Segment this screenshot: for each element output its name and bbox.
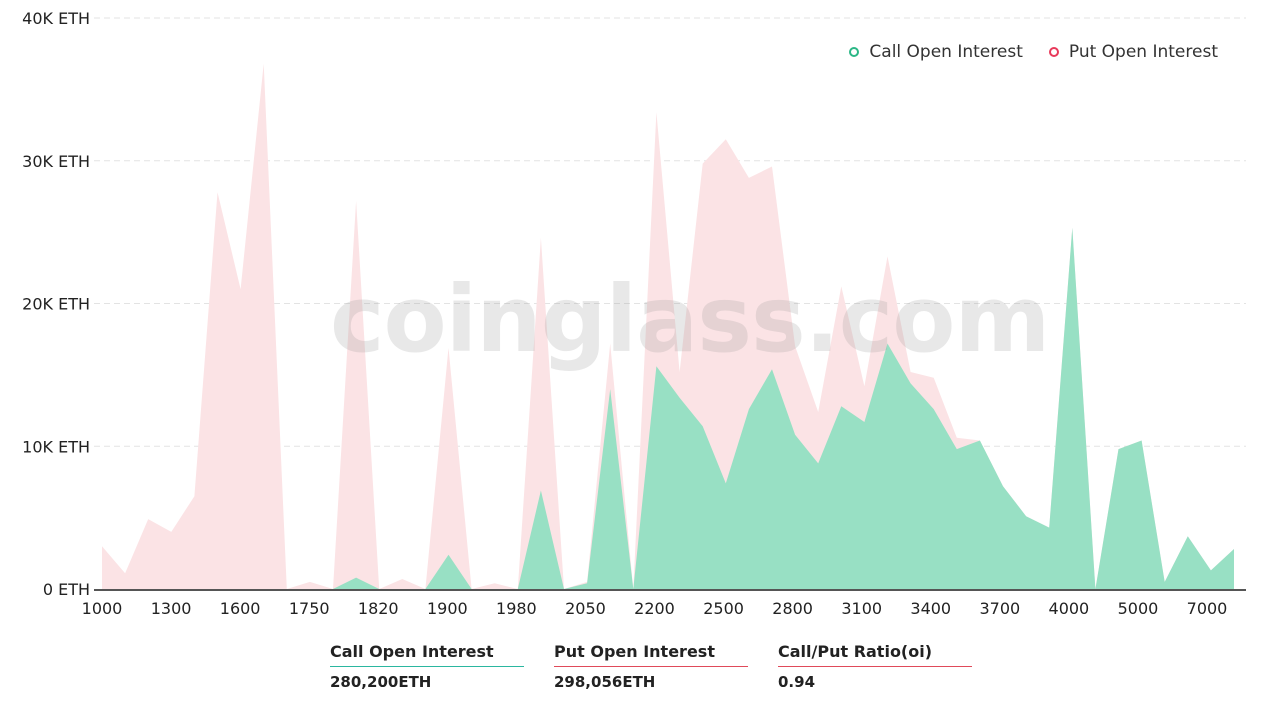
put-legend-dot-icon: [1048, 47, 1059, 57]
legend-item-put[interactable]: Put Open Interest: [1048, 42, 1218, 62]
legend: Call Open Interest Put Open Interest: [849, 42, 1218, 62]
x-tick-label: 4000: [1049, 599, 1090, 618]
legend-call-label: Call Open Interest: [869, 42, 1023, 62]
y-tick-label: 20K ETH: [22, 295, 90, 314]
x-tick-label: 3400: [910, 599, 951, 618]
stat-ratio: Call/Put Ratio(oi) 0.94: [778, 642, 972, 691]
x-tick-label: 2050: [565, 599, 606, 618]
y-tick-label: 40K ETH: [22, 9, 90, 28]
x-tick-label: 5000: [1118, 599, 1159, 618]
x-tick-label: 1750: [289, 599, 330, 618]
x-tick-label: 1000: [82, 599, 123, 618]
x-tick-label: 1600: [220, 599, 261, 618]
stat-ratio-label: Call/Put Ratio(oi): [778, 642, 972, 667]
x-tick-label: 3100: [841, 599, 882, 618]
x-tick-label: 1820: [358, 599, 399, 618]
x-tick-label: 2800: [772, 599, 813, 618]
stat-put-label: Put Open Interest: [554, 642, 748, 667]
stat-put-value: 298,056ETH: [554, 673, 656, 691]
summary-stats: Call Open Interest 280,200ETH Put Open I…: [330, 642, 972, 691]
x-tick-label: 7000: [1187, 599, 1228, 618]
call-legend-dot-icon: [849, 47, 860, 57]
x-tick-label: 1300: [151, 599, 192, 618]
x-tick-label: 2200: [634, 599, 675, 618]
stat-call-value: 280,200ETH: [330, 673, 432, 691]
legend-item-call[interactable]: Call Open Interest: [849, 42, 1023, 62]
y-tick-label: 0 ETH: [43, 580, 90, 599]
x-tick-label: 1900: [427, 599, 468, 618]
y-tick-label: 10K ETH: [22, 437, 90, 456]
y-tick-label: 30K ETH: [22, 152, 90, 171]
stat-call-oi: Call Open Interest 280,200ETH: [330, 642, 524, 691]
legend-put-label: Put Open Interest: [1068, 42, 1218, 62]
open-interest-chart: 0 ETH 10K ETH 20K ETH 30K ETH 40K ETH 1000 130…: [22, 9, 1246, 618]
stat-call-label: Call Open Interest: [330, 642, 524, 667]
x-tick-label: 3700: [979, 599, 1020, 618]
call-oi-area: [102, 227, 1234, 590]
x-tick-label: 1980: [496, 599, 537, 618]
stat-ratio-value: 0.94: [778, 673, 816, 691]
x-tick-label: 2500: [703, 599, 744, 618]
stat-put-oi: Put Open Interest 298,056ETH: [554, 642, 748, 691]
